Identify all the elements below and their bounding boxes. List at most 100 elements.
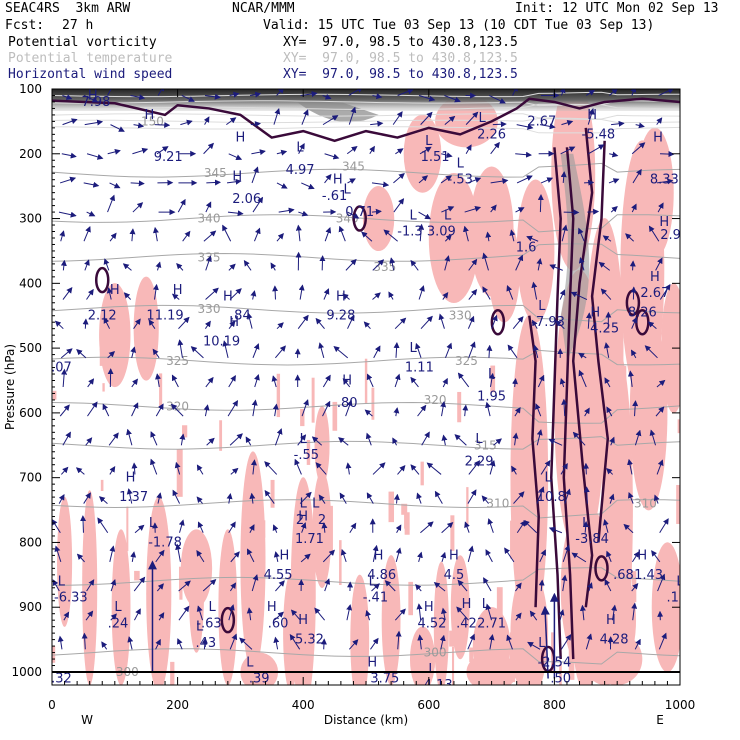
wind-vector-408 [487, 518, 494, 533]
wind-vector-210 [103, 317, 111, 329]
extremum-label-54: .07 [51, 361, 72, 376]
wind-vector-1 [83, 95, 99, 103]
wind-vector-436 [539, 549, 546, 563]
extremum-label-0: H [88, 88, 98, 103]
wind-vector-509 [417, 634, 424, 650]
wind-vector-132 [109, 232, 117, 242]
pv-fill-streak-37 [532, 484, 536, 522]
wind-vector-518 [634, 638, 641, 650]
wind-vector-446 [156, 583, 164, 592]
init-time: Init: 12 UTC Mon 02 Sep 13 [515, 1, 719, 16]
extremum-label-89: .24 [108, 616, 129, 631]
wind-vector-58 [203, 142, 214, 155]
wind-vector-70 [490, 141, 500, 155]
wind-vector-276 [442, 377, 448, 388]
theta-label-0: 345 [204, 166, 227, 180]
wind-vector-208 [54, 320, 64, 330]
wind-vector-300 [393, 407, 400, 417]
wind-vector-184 [106, 287, 113, 300]
pv-fill-region-12 [428, 172, 480, 303]
wind-vector-414 [623, 523, 634, 534]
stratosphere-shading [52, 89, 680, 111]
pv-fill-streak-2 [526, 523, 531, 558]
extremum-label-108: L [246, 655, 254, 670]
wind-vector-479 [314, 607, 325, 621]
wind-vector-145 [418, 223, 425, 242]
wind-vector-296 [301, 399, 309, 417]
extremum-label-96: H [298, 613, 308, 628]
wind-vector-172 [444, 255, 451, 271]
wind-vector-254 [532, 344, 539, 358]
pv-fill-streak-72 [182, 425, 188, 438]
extremum-label-39: 2.12 [88, 309, 117, 324]
wind-vector-482 [394, 608, 406, 621]
wind-vector-226 [491, 314, 498, 329]
pv-fill-streak-27 [517, 506, 523, 525]
pv-fill-region-1 [133, 276, 159, 381]
extremum-label-34: 4.25 [590, 322, 619, 337]
wind-vector-119 [418, 211, 432, 220]
x-tick-label-4: 800 [543, 698, 566, 712]
pv-fill-streak-63 [311, 377, 315, 423]
wind-vector-176 [536, 258, 543, 271]
wind-vector-109 [177, 198, 186, 213]
wind-vector-14 [397, 89, 414, 96]
wind-vector-46 [539, 123, 556, 130]
wind-vector-368 [156, 492, 163, 504]
extremum-label-106: .32 [51, 671, 72, 686]
wind-vector-483 [416, 603, 423, 621]
extremum-label-86: L [369, 574, 377, 589]
pv-fill-region-2 [240, 451, 266, 673]
wind-vector-298 [345, 399, 353, 417]
extremum-label-13: 1.51 [421, 150, 450, 165]
wind-vector-195 [372, 292, 381, 300]
pv-fill-streak-51 [654, 356, 660, 389]
wind-vector-307 [561, 398, 568, 417]
wind-vector-404 [395, 524, 402, 533]
wind-vector-501 [229, 633, 238, 650]
wind-vector-267 [228, 375, 236, 388]
wind-vector-485 [456, 606, 469, 621]
wind-vector-336 [634, 429, 642, 446]
wind-vector-470 [110, 613, 117, 621]
pv-fill-streak-5 [631, 609, 634, 639]
extremum-label-95: .60 [268, 616, 289, 631]
theta-contour-8 [52, 243, 680, 262]
wind-vector-89 [324, 173, 332, 184]
pv-fill-streak-71 [496, 587, 503, 627]
pv-fill-streak-60 [159, 373, 163, 408]
theta-contour-6 [52, 162, 680, 178]
wind-vector-295 [272, 403, 279, 417]
wind-vector-221 [363, 321, 371, 330]
extremum-label-91: -.63 [196, 616, 221, 631]
wind-vector-426 [300, 553, 311, 563]
wind-vector-139 [276, 233, 284, 242]
wind-vector-449 [229, 582, 237, 592]
y-tick-label-6: 700 [19, 471, 42, 485]
wind-vector-381 [467, 489, 477, 504]
extremum-label-40: H [173, 283, 183, 298]
wind-vector-8 [249, 91, 262, 98]
wind-vector-161 [176, 262, 184, 271]
wind-vector-375 [318, 494, 326, 504]
wind-vector-47 [561, 119, 574, 126]
theta-label-16: 300 [336, 691, 359, 705]
wind-vector-16 [444, 95, 461, 103]
wind-vector-372 [249, 492, 256, 504]
wind-vector-456 [384, 580, 396, 592]
wind-vector-171 [410, 259, 419, 271]
wind-vector-341 [131, 462, 138, 475]
wind-vector-126 [587, 208, 600, 215]
wind-vector-193 [323, 288, 330, 300]
pv-fill-streak-14 [306, 439, 311, 465]
wind-vector-102 [632, 168, 642, 184]
wind-vector-121 [464, 205, 482, 213]
theta-label-14: 310 [634, 497, 657, 511]
pv-fill-streak-57 [301, 482, 304, 501]
wind-vector-192 [298, 284, 305, 300]
wind-vector-71 [515, 151, 532, 158]
extremum-label-92: L [196, 620, 204, 635]
extremum-label-24: 2.67 [527, 114, 556, 129]
pv-fill-streak-13 [469, 647, 474, 663]
wind-vector-425 [273, 551, 280, 562]
